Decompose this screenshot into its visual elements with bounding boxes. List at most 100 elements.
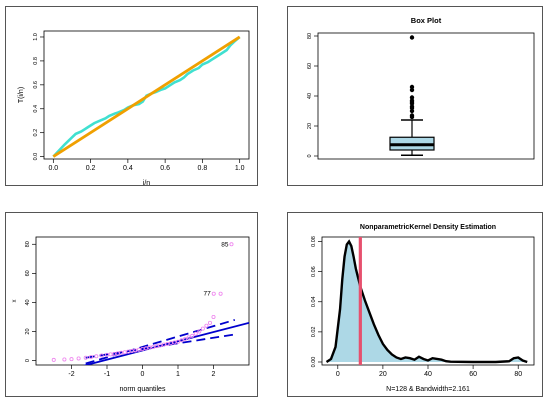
- plot-frame: [35, 236, 250, 366]
- box-plot-chart: 0 20 40 60 80 Box Plot: [307, 16, 535, 160]
- box-plot-panel: 0 20 40 60 80 Box Plot: [287, 6, 543, 186]
- qq-point: [129, 349, 134, 354]
- qq-point: [211, 315, 216, 320]
- x-tick-label: 60: [469, 371, 477, 378]
- qq-point: [204, 323, 209, 328]
- x-tick-label: 0.2: [86, 165, 96, 172]
- qq-point: [83, 355, 88, 360]
- x-tick-label: 0.4: [123, 165, 133, 172]
- qq-point: [154, 344, 159, 349]
- qq-plot-panel: 0 20 40 60 80 -2 -1 0 1 2 x norm quantiles 85 77: [5, 212, 258, 397]
- pp-plot-chart: 0.0 0.2 0.4 0.6 0.8 1.0 0.0 0.2 0.4 0.6 0.8 1.0 T(i/…: [18, 30, 250, 187]
- y-tick-label: 20: [307, 123, 313, 129]
- outlier-point: [409, 84, 415, 90]
- y-tick-label: 0.06: [311, 266, 317, 277]
- x-tick-label: 2: [212, 371, 216, 378]
- confidence-band-line: [85, 319, 236, 365]
- qq-plot-chart: 0 20 40 60 80 -2 -1 0 1 2 x norm quantiles 85 77: [12, 236, 250, 393]
- y-tick-label: 20: [25, 328, 31, 334]
- qq-point: [126, 349, 131, 354]
- qq-point: [112, 351, 117, 356]
- outlier-label: 77: [203, 291, 211, 298]
- qq-point: [165, 341, 170, 346]
- x-tick-label: 1: [176, 371, 180, 378]
- qq-point: [69, 357, 74, 362]
- y-tick-label: 0.08: [311, 236, 317, 247]
- qq-point: [172, 340, 177, 345]
- y-tick-label: 1.0: [33, 33, 39, 41]
- x-tick-label: 20: [379, 371, 387, 378]
- confidence-band-line: [85, 333, 235, 359]
- qq-point: [161, 342, 166, 347]
- qq-point: [76, 356, 81, 361]
- y-tick-label: 80: [25, 241, 31, 247]
- qq-point: [158, 343, 163, 348]
- qq-point: [190, 333, 195, 338]
- y-tick-label: 0.8: [33, 57, 39, 65]
- density-curve: [325, 239, 528, 364]
- qq-point: [151, 344, 156, 349]
- y-tick-label: 0.02: [311, 327, 317, 338]
- qq-point: [51, 357, 56, 362]
- reference-diagonal-line: [52, 35, 241, 158]
- qq-point: [89, 354, 94, 359]
- x-tick-label: 0.0: [48, 165, 58, 172]
- qq-point: [147, 345, 152, 350]
- qq-point: [94, 354, 99, 359]
- x-tick-label: 0: [141, 371, 145, 378]
- y-tick-label: 0.0: [33, 153, 39, 161]
- x-axis-label: norm quantiles: [120, 386, 166, 393]
- x-tick-label: -2: [68, 371, 74, 378]
- outlier-point: [409, 95, 415, 100]
- qq-point: [168, 341, 173, 346]
- y-tick-label: 60: [307, 63, 313, 69]
- labeled-qq-point: [211, 291, 216, 296]
- kde-plot-chart: 0.00 0.02 0.04 0.06 0.08 0 20 40 60 80 Nonparametr…: [311, 224, 535, 393]
- qq-point: [183, 336, 188, 341]
- y-tick-label: 0.2: [33, 129, 39, 137]
- qq-point: [179, 338, 184, 343]
- chart-title: NonparametricKernel Density Estimation: [360, 224, 496, 231]
- qq-point: [62, 357, 67, 362]
- y-tick-label: 40: [25, 299, 31, 305]
- chart-title: Box Plot: [411, 16, 442, 25]
- qq-point: [133, 348, 138, 353]
- density-area-fill: [326, 241, 528, 362]
- qq-point: [122, 350, 127, 355]
- y-axis-label: x: [12, 300, 18, 303]
- x-tick-label: 40: [424, 371, 432, 378]
- x-tick-label: 0.6: [160, 165, 170, 172]
- y-axis-label: T(i/n): [18, 87, 25, 103]
- qq-plot-area: [51, 291, 249, 365]
- x-tick-label: 80: [514, 371, 522, 378]
- qq-point: [218, 291, 223, 296]
- qq-point: [136, 347, 141, 352]
- y-tick-label: 0.00: [311, 357, 317, 368]
- qq-point: [207, 320, 212, 325]
- qq-point: [108, 352, 113, 357]
- x-tick-label: -1: [104, 371, 110, 378]
- y-tick-label: 0.6: [33, 81, 39, 89]
- qq-point: [197, 329, 202, 334]
- qq-point: [200, 326, 205, 331]
- pp-plot-panel: 0.0 0.2 0.4 0.6 0.8 1.0 0.0 0.2 0.4 0.6 0.8 1.0 T(i/…: [5, 6, 258, 187]
- x-tick-label: 1.0: [235, 165, 245, 172]
- qq-point: [144, 346, 149, 351]
- labeled-qq-point: [229, 242, 234, 247]
- x-tick-label: 0.8: [198, 165, 208, 172]
- qq-point: [115, 351, 120, 356]
- y-tick-label: 0: [25, 359, 31, 362]
- y-tick-label: 60: [25, 270, 31, 276]
- x-axis-label: N=128 & Bandwidth=2.161: [386, 386, 470, 393]
- x-tick-label: 0: [336, 371, 340, 378]
- y-tick-label: 0.04: [311, 296, 317, 307]
- y-tick-label: 0: [307, 154, 313, 157]
- y-tick-label: 80: [307, 33, 313, 39]
- kde-plot-panel: 0.00 0.02 0.04 0.06 0.08 0 20 40 60 80 Nonparametr…: [287, 212, 543, 397]
- x-axis-label: i/n: [143, 180, 151, 187]
- qq-point: [140, 346, 145, 351]
- qq-point: [193, 331, 198, 336]
- outlier-point: [409, 35, 415, 40]
- plot-frame: [43, 30, 250, 160]
- y-tick-label: 0.4: [33, 105, 39, 113]
